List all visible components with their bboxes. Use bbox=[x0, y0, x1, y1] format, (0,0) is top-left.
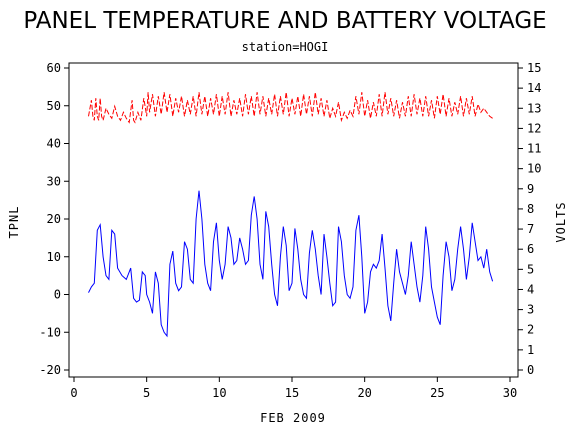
right-tick-label: 6 bbox=[527, 242, 534, 256]
left-tick-label: 40 bbox=[47, 137, 61, 151]
x-tick-label: 30 bbox=[503, 386, 517, 400]
left-tick-label: -10 bbox=[39, 325, 61, 339]
left-tick-label: 20 bbox=[47, 212, 61, 226]
right-tick-label: 11 bbox=[527, 142, 541, 156]
x-axis: 0 5 10 15 20 25 30 bbox=[70, 377, 517, 400]
right-axis-label: VOLTS bbox=[554, 201, 568, 242]
right-tick-label: 10 bbox=[527, 162, 541, 176]
chart-subtitle: station=HOGI bbox=[242, 40, 329, 54]
left-tick-label: -20 bbox=[39, 363, 61, 377]
chart-title: PANEL TEMPERATURE AND BATTERY VOLTAGE bbox=[23, 8, 546, 34]
right-tick-label: 0 bbox=[527, 363, 534, 377]
x-tick-label: 5 bbox=[143, 386, 150, 400]
left-tick-label: 0 bbox=[54, 288, 61, 302]
right-tick-label: 13 bbox=[527, 101, 541, 115]
right-tick-label: 7 bbox=[527, 222, 534, 236]
plot-frame bbox=[68, 62, 519, 378]
left-axis-label: TPNL bbox=[7, 206, 21, 239]
right-tick-label: 12 bbox=[527, 121, 541, 135]
right-tick-label: 1 bbox=[527, 343, 534, 357]
x-tick-label: 15 bbox=[285, 386, 299, 400]
left-axis: -20 -10 0 10 20 30 40 50 60 bbox=[39, 61, 69, 377]
x-axis-label: FEB 2009 bbox=[260, 411, 326, 425]
right-tick-label: 3 bbox=[527, 303, 534, 317]
panel-temperature-line bbox=[88, 190, 494, 338]
right-tick-label: 5 bbox=[527, 262, 534, 276]
series-layer bbox=[88, 92, 494, 338]
right-tick-label: 9 bbox=[527, 182, 534, 196]
right-tick-label: 4 bbox=[527, 282, 534, 296]
right-tick-label: 15 bbox=[527, 61, 541, 75]
x-tick-label: 10 bbox=[212, 386, 226, 400]
left-tick-label: 10 bbox=[47, 250, 61, 264]
right-tick-label: 8 bbox=[527, 202, 534, 216]
right-tick-label: 14 bbox=[527, 81, 541, 95]
battery-voltage-line bbox=[88, 92, 493, 124]
x-tick-label: 25 bbox=[430, 386, 444, 400]
left-tick-label: 60 bbox=[47, 61, 61, 75]
x-tick-label: 20 bbox=[357, 386, 371, 400]
left-tick-label: 30 bbox=[47, 174, 61, 188]
right-tick-label: 2 bbox=[527, 323, 534, 337]
x-tick-label: 0 bbox=[70, 386, 77, 400]
left-tick-label: 50 bbox=[47, 99, 61, 113]
